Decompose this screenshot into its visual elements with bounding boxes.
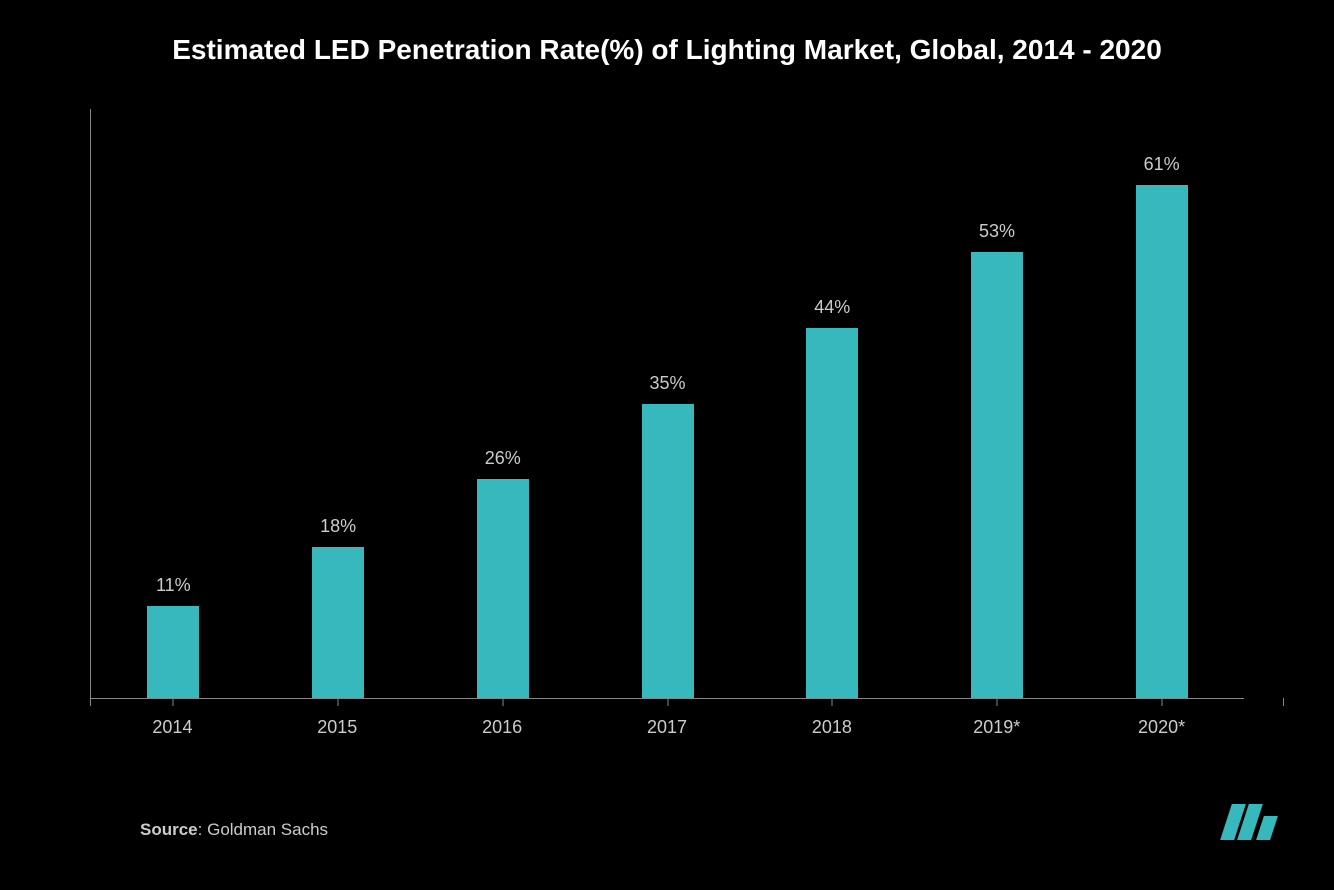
x-axis-label: 2017: [585, 717, 750, 738]
bar-value-label: 35%: [650, 373, 686, 394]
bar-value-label: 18%: [320, 516, 356, 537]
bar-group: 26%: [420, 109, 585, 698]
mi-logo-icon: [1226, 804, 1274, 840]
x-axis-label: 2015: [255, 717, 420, 738]
source-colon: :: [198, 820, 207, 839]
x-axis-label: 2019*: [914, 717, 1079, 738]
x-axis-label: 2020*: [1079, 717, 1244, 738]
bar-group: 11%: [91, 109, 256, 698]
bar-value-label: 44%: [814, 297, 850, 318]
x-axis-label: 2014: [90, 717, 255, 738]
chart-container: Estimated LED Penetration Rate(%) of Lig…: [0, 0, 1334, 890]
bar-group: 44%: [750, 109, 915, 698]
source-value: Goldman Sachs: [207, 820, 328, 839]
bar-value-label: 53%: [979, 221, 1015, 242]
bar: [806, 328, 858, 698]
bar-value-label: 61%: [1144, 154, 1180, 175]
bar: [477, 479, 529, 698]
bar: [147, 606, 199, 699]
bar-group: 35%: [585, 109, 750, 698]
bar-group: 18%: [256, 109, 421, 698]
bar-value-label: 26%: [485, 448, 521, 469]
plot-area: 11% 18% 26% 35% 44% 53% 61%: [90, 109, 1244, 699]
source-label: Source: [140, 820, 198, 839]
footer-row: Source: Goldman Sachs: [140, 804, 1274, 840]
bar: [971, 252, 1023, 698]
x-axis-label: 2018: [749, 717, 914, 738]
bar-group: 53%: [915, 109, 1080, 698]
bar-value-label: 11%: [156, 575, 191, 596]
bar: [642, 404, 694, 699]
bar: [312, 547, 364, 698]
x-axis-label: 2016: [420, 717, 585, 738]
chart-title: Estimated LED Penetration Rate(%) of Lig…: [50, 30, 1284, 69]
x-axis-labels: 201420152016201720182019*2020*: [90, 717, 1244, 738]
bar: [1136, 185, 1188, 698]
bar-group: 61%: [1079, 109, 1244, 698]
source-attribution: Source: Goldman Sachs: [140, 820, 328, 840]
